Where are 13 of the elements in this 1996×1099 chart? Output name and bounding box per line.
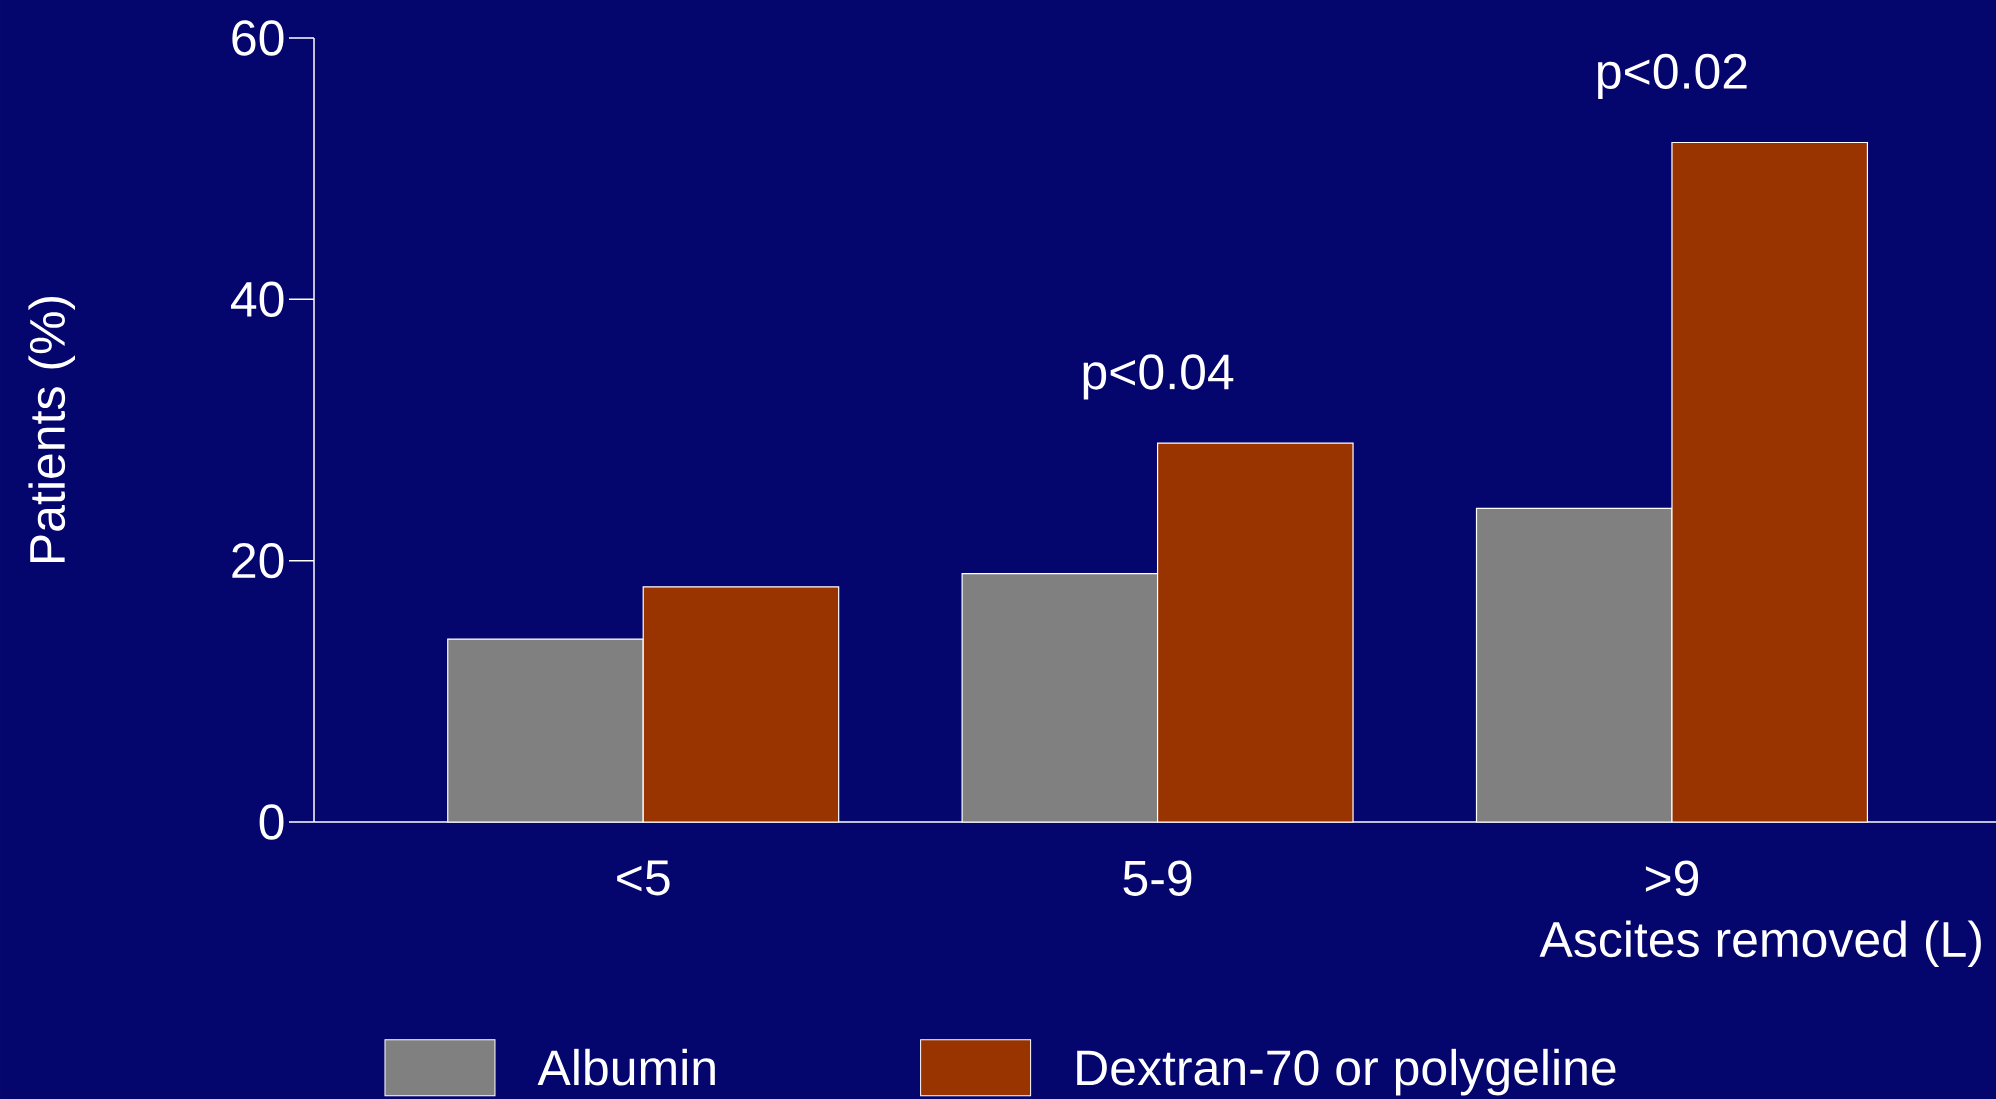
legend-label: Albumin	[537, 1048, 715, 1086]
annotation: p<0.04	[1083, 354, 1234, 400]
x-axis-title: Ascites removed (L)	[1539, 920, 1981, 968]
y-axis-title: Patients (%)	[28, 297, 75, 563]
y-tick-label: 60	[232, 20, 284, 56]
y-tick-label: 20	[232, 542, 284, 579]
legend-label: Dextran-70 or polygeline	[1077, 1048, 1616, 1096]
x-tick-label: >9	[1645, 860, 1699, 896]
x-tick-label: 5-9	[1123, 860, 1192, 896]
x-tick-label: <5	[617, 860, 670, 896]
y-tick-label: 40	[231, 281, 284, 318]
annotation: p<0.02	[1598, 53, 1747, 99]
y-tick-label: 0	[259, 804, 284, 840]
